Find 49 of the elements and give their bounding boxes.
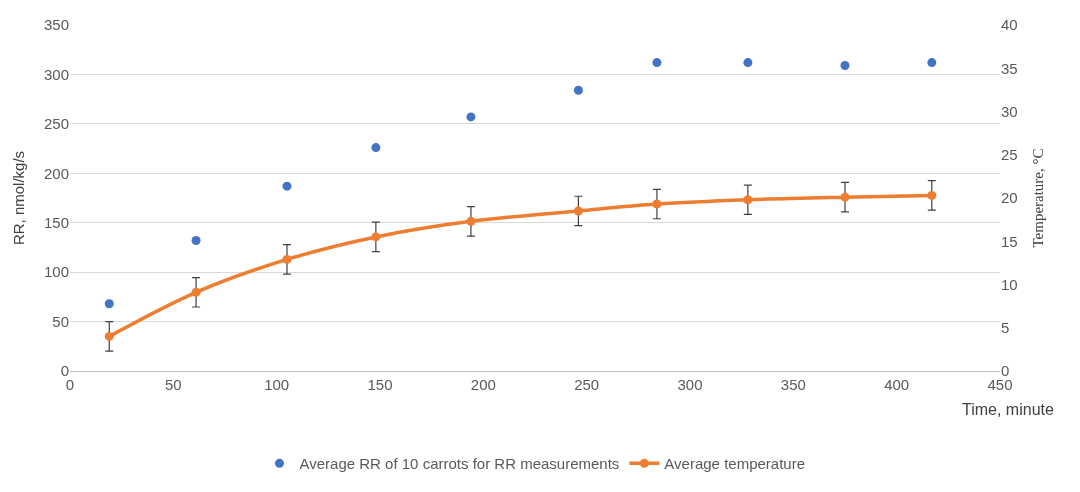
y2-tick-label: 5 — [1001, 319, 1010, 336]
point — [652, 58, 662, 68]
y-tick-label: 100 — [43, 263, 69, 281]
y-tick-label: 150 — [43, 213, 69, 231]
point — [573, 206, 583, 216]
point — [927, 58, 937, 68]
x-tick-label: 100 — [264, 376, 290, 393]
y2-tick-label: 30 — [1001, 102, 1018, 120]
y-tick-label: 200 — [43, 164, 69, 182]
y2-tick-label: 35 — [1001, 59, 1018, 77]
point — [371, 143, 381, 153]
x-tick-label: 50 — [164, 376, 182, 393]
point — [191, 287, 201, 297]
y2-tick-label: 40 — [1001, 16, 1018, 34]
point — [282, 254, 292, 264]
y2-tick-label: 20 — [1001, 189, 1018, 207]
legend-label: Average RR of 10 carrots for RR measurements — [299, 455, 620, 473]
point — [466, 112, 476, 122]
point — [743, 195, 753, 205]
x-axis-title: Time, minute — [962, 401, 1054, 418]
point — [652, 199, 662, 209]
x-tick-label: 200 — [470, 376, 496, 393]
y2-axis-title: Temperature, °C — [1029, 148, 1046, 248]
y-tick-label: 350 — [43, 16, 69, 34]
point — [371, 232, 381, 242]
x-tick-label: 250 — [574, 376, 600, 393]
y2-tick-label: 15 — [1001, 232, 1018, 250]
point — [573, 85, 583, 95]
point — [927, 190, 937, 200]
point — [104, 299, 114, 309]
y2-tick-label: 25 — [1001, 146, 1018, 163]
legend-label: Average temperature — [664, 455, 805, 473]
point — [743, 58, 753, 68]
x-tick-label: 400 — [884, 376, 910, 393]
point — [282, 181, 292, 191]
x-tick-label: 300 — [677, 376, 703, 393]
y-axis-title: RR, nmol/kg/s — [10, 150, 28, 246]
point — [840, 61, 850, 71]
y-tick-label: 0 — [60, 362, 69, 380]
x-tick-label: 150 — [367, 376, 393, 393]
y-tick-label: 250 — [43, 115, 69, 133]
point — [104, 331, 114, 341]
x-tick-label: 350 — [780, 376, 806, 393]
y-tick-label: 300 — [43, 65, 69, 83]
point — [840, 192, 850, 202]
point — [191, 236, 201, 246]
point — [466, 216, 476, 226]
y-tick-label: 50 — [52, 312, 69, 330]
y2-tick-label: 10 — [1001, 275, 1018, 293]
